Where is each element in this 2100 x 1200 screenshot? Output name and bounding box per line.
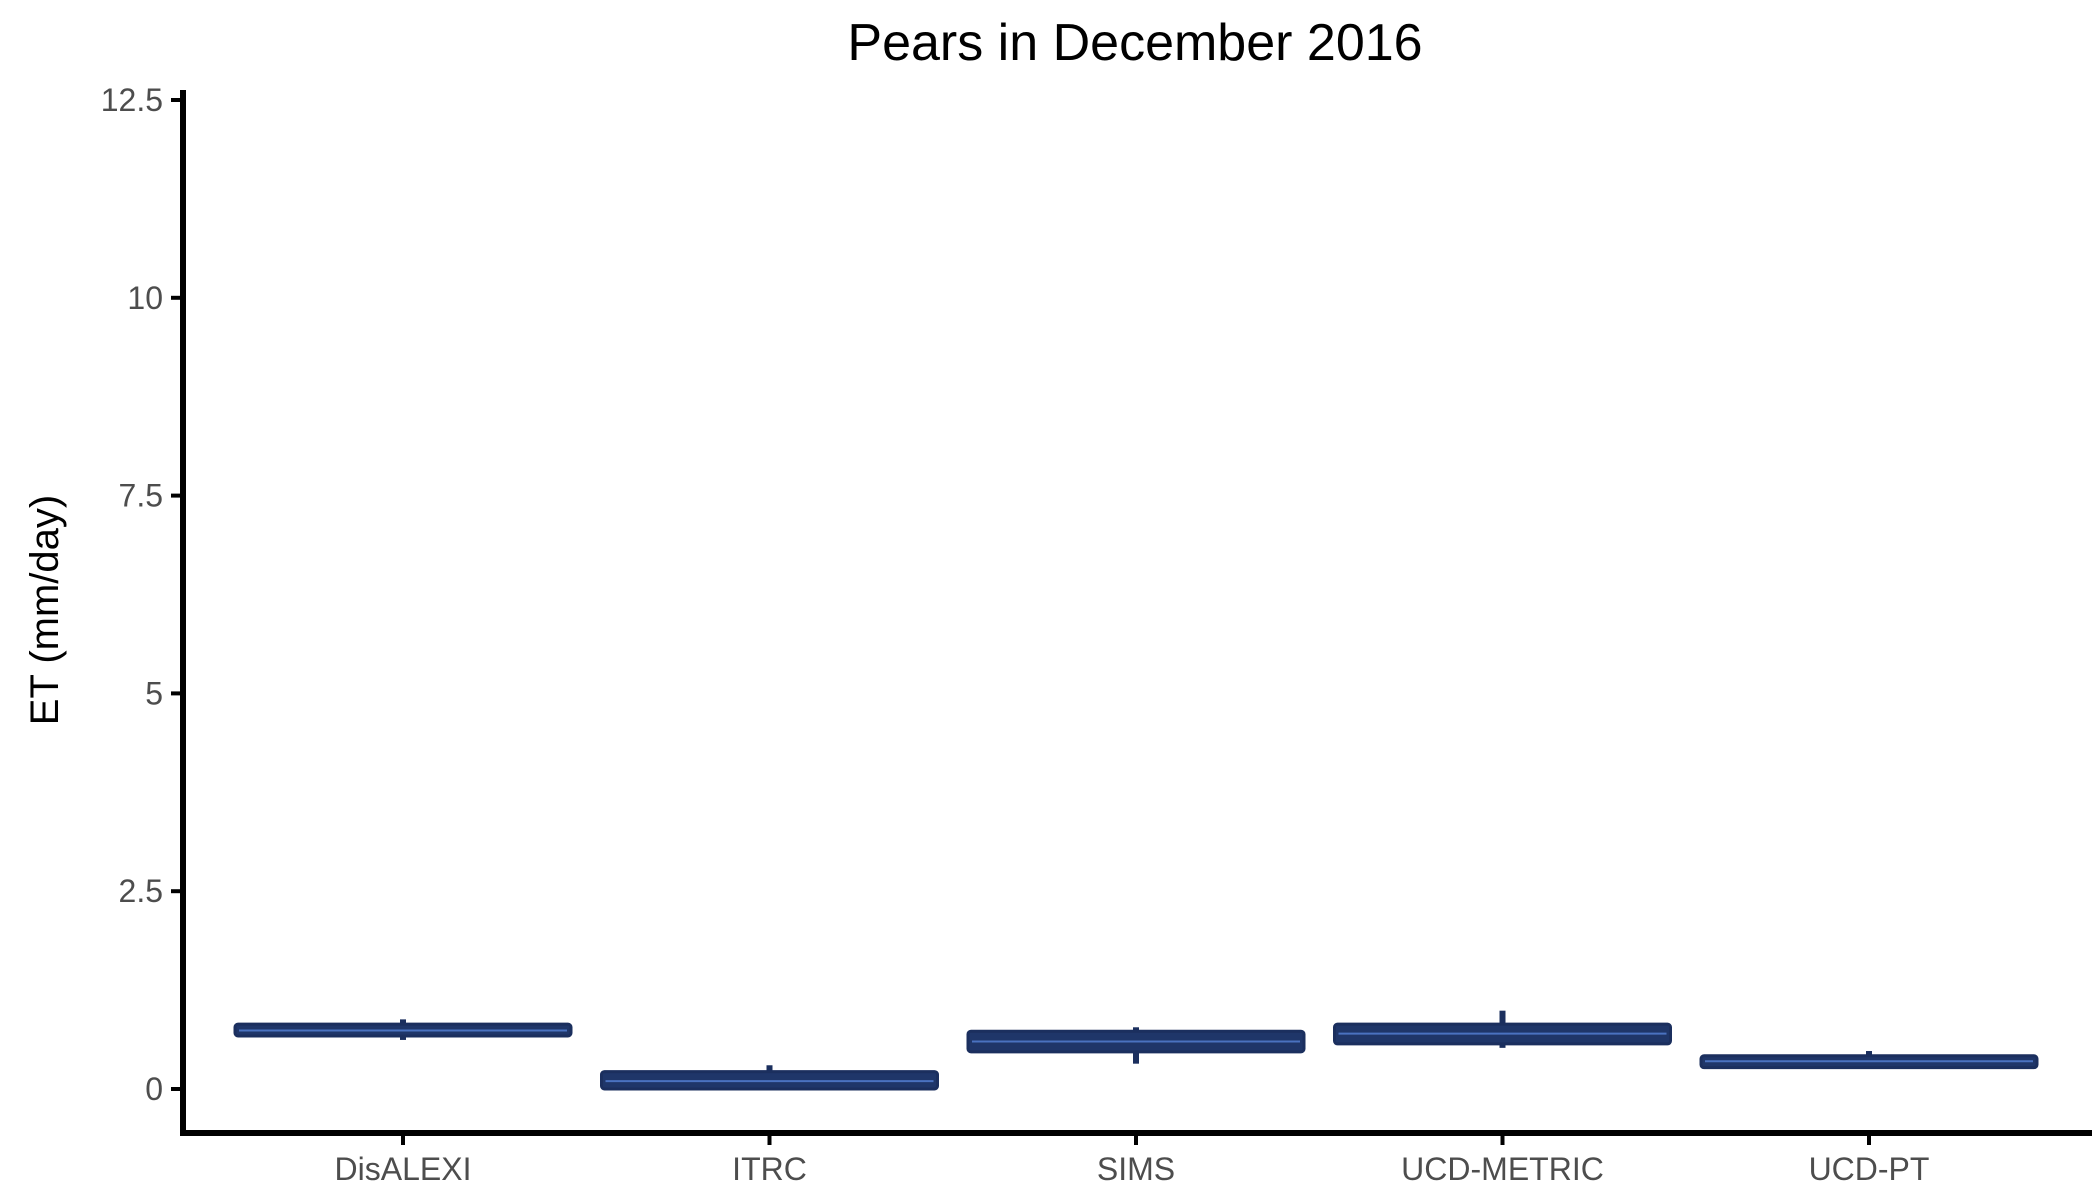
x-tick-label: UCD-PT	[1809, 1151, 1930, 1187]
y-tick-label: 2.5	[119, 873, 163, 909]
plot-area: 0 2.5 5 7.5 10 12.5 DisALEXI ITRC SIMS UCD-METRIC…	[101, 82, 2092, 1187]
x-tick-label: SIMS	[1097, 1151, 1175, 1187]
box-group-disalexi	[233, 1019, 573, 1040]
box-group-ucd-pt	[1699, 1051, 2039, 1070]
box-group-ucd-metric	[1333, 1010, 1672, 1048]
box-group-itrc	[600, 1065, 939, 1091]
y-tick-label: 12.5	[101, 82, 163, 118]
box-group-sims	[966, 1027, 1306, 1064]
x-tick-label: DisALEXI	[335, 1151, 472, 1187]
y-axis-label: ET (mm/day)	[23, 495, 67, 725]
y-tick-label: 0	[145, 1071, 163, 1107]
chart-title: Pears in December 2016	[847, 14, 1422, 72]
x-tick-label: UCD-METRIC	[1401, 1151, 1604, 1187]
y-tick-label: 7.5	[119, 478, 163, 514]
x-tick-label: ITRC	[732, 1151, 807, 1187]
y-tick-label: 5	[145, 675, 163, 711]
y-tick-label: 10	[127, 280, 163, 316]
